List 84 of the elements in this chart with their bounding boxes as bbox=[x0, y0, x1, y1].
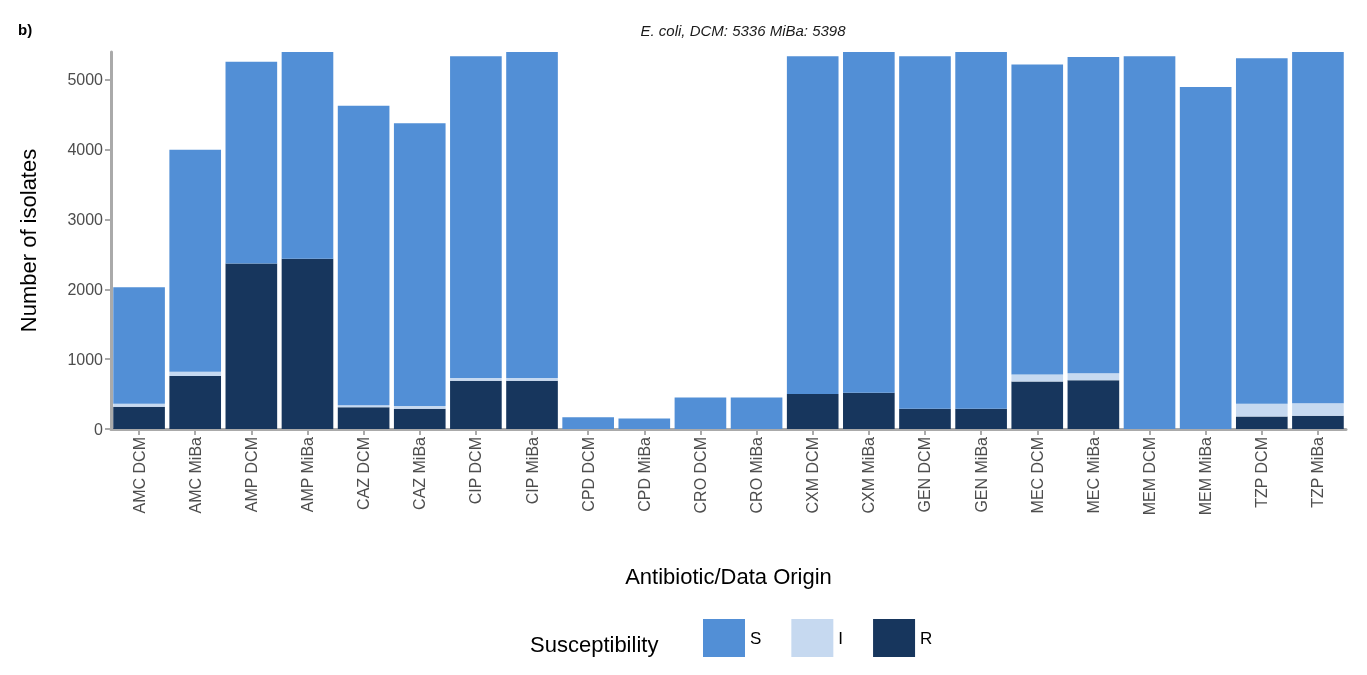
bar bbox=[1011, 374, 1064, 382]
x-tick-label: MEC DCM bbox=[1028, 437, 1046, 514]
bar bbox=[337, 105, 390, 406]
chart-title: E. coli, DCM: 5336 MiBa: 5398 bbox=[640, 22, 847, 39]
bar bbox=[281, 52, 334, 259]
bar bbox=[1067, 380, 1120, 429]
y-axis-title: Number of isolates bbox=[15, 148, 41, 333]
bar bbox=[337, 405, 390, 408]
bar bbox=[1292, 52, 1344, 404]
bar bbox=[1292, 403, 1344, 416]
bar bbox=[899, 408, 951, 429]
x-tick-label: MEM MiBa bbox=[1197, 436, 1215, 516]
bar bbox=[169, 149, 222, 372]
y-tick-label: 1000 bbox=[67, 350, 104, 368]
bar bbox=[393, 405, 446, 409]
x-tick-label: AMP MiBa bbox=[298, 436, 316, 513]
bar bbox=[225, 263, 278, 429]
bar bbox=[393, 123, 446, 406]
bar bbox=[113, 406, 165, 429]
x-tick-label: GEN DCM bbox=[916, 437, 934, 513]
bar bbox=[955, 52, 1007, 409]
x-tick-label: CPD MiBa bbox=[635, 436, 653, 512]
bar bbox=[506, 378, 558, 381]
x-tick-label: CIP MiBa bbox=[523, 436, 541, 505]
x-tick-label: CXM DCM bbox=[804, 437, 822, 514]
bar bbox=[506, 52, 558, 379]
legend-label: S bbox=[750, 628, 762, 648]
x-axis-title: Antibiotic/Data Origin bbox=[625, 563, 832, 589]
bar bbox=[843, 392, 895, 429]
x-tick-label: CPD DCM bbox=[579, 437, 597, 512]
x-tick-label: CIP DCM bbox=[467, 437, 485, 505]
bar bbox=[1292, 415, 1344, 429]
text: b) bbox=[18, 21, 33, 38]
y-tick-label: 3000 bbox=[67, 211, 104, 229]
y-tick-label: 0 bbox=[94, 420, 104, 438]
bar bbox=[281, 258, 334, 429]
bar bbox=[562, 417, 614, 429]
bar bbox=[225, 61, 278, 264]
x-tick-label: AMC DCM bbox=[130, 437, 148, 514]
bar bbox=[1235, 58, 1288, 404]
legend-label: R bbox=[920, 628, 933, 648]
y-tick-label: 2000 bbox=[67, 280, 104, 298]
bar bbox=[450, 56, 502, 379]
bar bbox=[674, 397, 727, 429]
bar bbox=[393, 408, 446, 429]
bar bbox=[450, 378, 502, 381]
x-tick-label: MEM DCM bbox=[1141, 437, 1159, 516]
bar bbox=[1011, 64, 1064, 375]
bar bbox=[506, 380, 558, 429]
y-tick-label: 5000 bbox=[67, 71, 104, 89]
bar bbox=[786, 394, 839, 429]
bar bbox=[730, 397, 783, 429]
bar bbox=[1123, 56, 1176, 429]
bar bbox=[1067, 373, 1120, 381]
bar bbox=[1067, 56, 1120, 374]
bar bbox=[450, 380, 502, 429]
bar bbox=[899, 56, 951, 409]
x-tick-label: TZP DCM bbox=[1253, 437, 1271, 508]
bar bbox=[955, 408, 1007, 429]
bar bbox=[1235, 416, 1288, 429]
x-tick-label: CAZ DCM bbox=[355, 437, 373, 510]
bar bbox=[1011, 381, 1064, 429]
x-tick-label: MEC MiBa bbox=[1084, 436, 1102, 514]
bar bbox=[169, 371, 222, 376]
bar bbox=[618, 418, 671, 429]
bar bbox=[1235, 403, 1288, 417]
x-tick-label: CRO MiBa bbox=[748, 436, 766, 514]
x-tick-label: CXM MiBa bbox=[860, 436, 878, 514]
x-tick-label: AMC MiBa bbox=[186, 436, 204, 514]
x-tick-label: AMP DCM bbox=[242, 437, 260, 513]
y-tick-label: 4000 bbox=[67, 141, 104, 159]
bar bbox=[1179, 86, 1232, 429]
x-tick-label: CAZ MiBa bbox=[411, 436, 429, 510]
legend-label: I bbox=[838, 628, 844, 648]
bar bbox=[113, 403, 165, 407]
legend-title: Susceptibility bbox=[530, 631, 659, 657]
bar bbox=[786, 56, 839, 395]
bar bbox=[337, 407, 390, 429]
x-tick-label: GEN MiBa bbox=[972, 436, 990, 513]
bar bbox=[169, 375, 222, 429]
bar bbox=[113, 287, 165, 404]
bar bbox=[843, 52, 895, 393]
x-tick-label: TZP MiBa bbox=[1309, 436, 1327, 508]
x-tick-label: CRO DCM bbox=[691, 437, 709, 514]
